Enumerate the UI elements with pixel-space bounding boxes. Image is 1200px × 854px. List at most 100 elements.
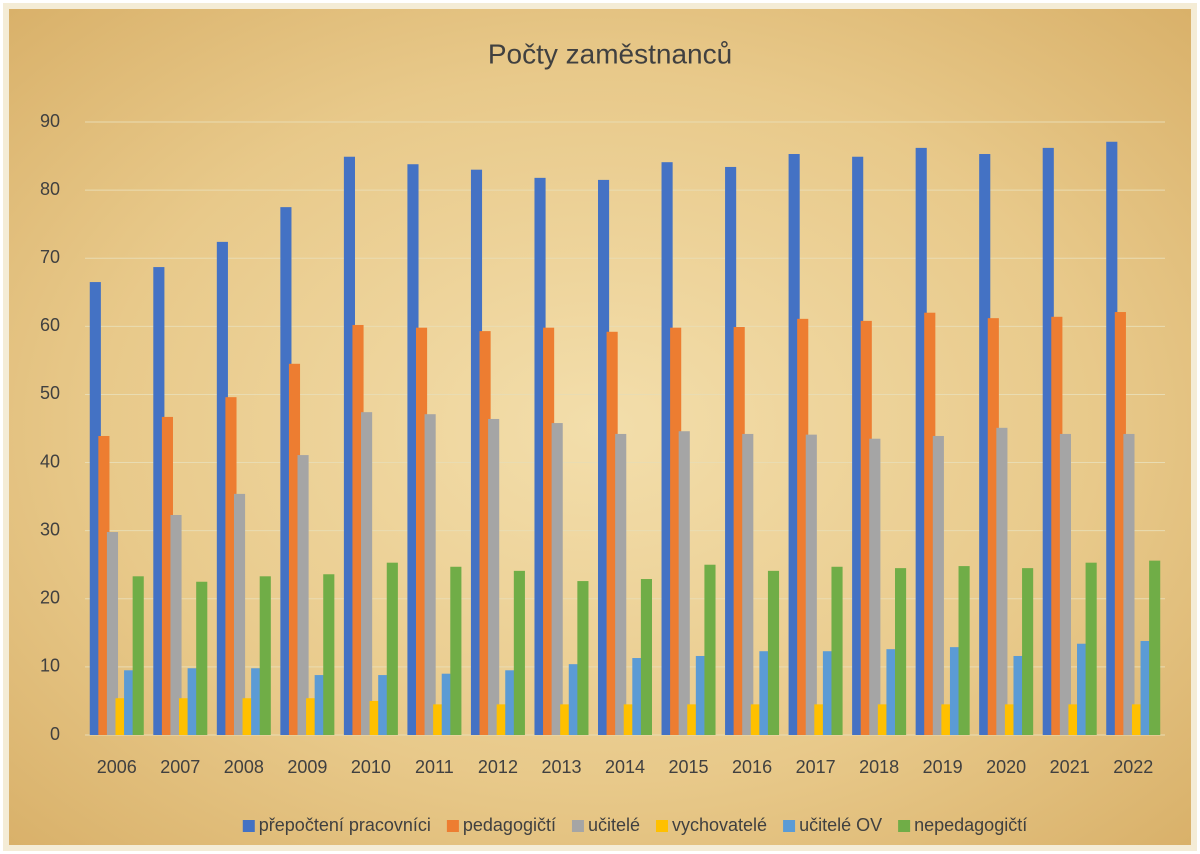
bar: [124, 670, 136, 735]
x-tick-label: 2009: [287, 757, 327, 777]
bar: [1140, 641, 1152, 735]
bar: [479, 331, 491, 735]
y-tick-label: 70: [40, 247, 60, 267]
bar: [259, 576, 271, 735]
bar: [1131, 704, 1144, 735]
bar: [196, 581, 208, 735]
legend-swatch: [898, 820, 911, 832]
legend-swatch: [242, 820, 255, 832]
bar: [996, 427, 1008, 735]
legend-label: vychovatelé: [672, 815, 767, 835]
bar: [132, 576, 144, 735]
bar: [314, 675, 326, 735]
legend-swatch: [571, 820, 584, 832]
y-tick-label: 60: [40, 315, 60, 335]
x-tick-label: 2014: [605, 757, 645, 777]
bar: [661, 162, 673, 736]
bar: [895, 568, 907, 735]
bar: [115, 698, 127, 735]
bar: [513, 570, 525, 735]
bar: [488, 418, 500, 735]
bar: [742, 433, 754, 735]
bar: [343, 156, 355, 735]
bar: [560, 704, 572, 735]
bar: [161, 416, 173, 735]
legend-label: učitelé: [588, 815, 640, 835]
bar: [1013, 655, 1025, 735]
bar: [1004, 704, 1017, 735]
bar: [551, 423, 563, 735]
bar: [831, 566, 843, 735]
bar: [886, 649, 898, 735]
bar: [788, 154, 800, 736]
bar: [1123, 433, 1135, 735]
bar: [632, 658, 644, 735]
bar: [170, 515, 182, 735]
bar: [725, 166, 737, 735]
bar: [932, 435, 944, 735]
bar: [378, 675, 390, 735]
legend-label: nepedagogičtí: [914, 815, 1027, 835]
legend-swatch: [783, 820, 796, 832]
bar: [187, 668, 199, 735]
bar: [1059, 433, 1071, 735]
bar: [640, 579, 652, 735]
bar: [233, 493, 246, 735]
bar: [216, 241, 228, 735]
y-tick-label: 50: [40, 383, 60, 403]
bar: [958, 566, 970, 735]
y-tick-label: 40: [40, 451, 60, 471]
bar: [687, 704, 699, 735]
x-tick-label: 2018: [859, 757, 899, 777]
legend-swatch: [446, 820, 459, 832]
bar: [598, 179, 610, 736]
bar: [225, 397, 237, 735]
bar: [534, 177, 546, 736]
legend-swatch: [656, 820, 668, 832]
bar: [1042, 147, 1054, 736]
bar: [615, 433, 627, 735]
bar: [251, 668, 263, 735]
bar: [852, 156, 864, 735]
bar: [623, 704, 635, 735]
bar: [924, 312, 936, 735]
bar: [678, 431, 690, 735]
bar: [750, 704, 762, 735]
bar: [695, 655, 707, 735]
x-tick-label: 2006: [97, 757, 137, 777]
bar: [877, 704, 889, 735]
bar: [1114, 312, 1126, 735]
bar: [1106, 141, 1118, 736]
y-tick-label: 80: [40, 179, 60, 199]
bar: [415, 327, 428, 735]
bar: [153, 267, 165, 735]
bar: [869, 438, 881, 735]
bar: [424, 414, 436, 735]
bar: [179, 698, 191, 735]
bar: [1051, 316, 1063, 735]
legend-label: učitelé OV: [799, 815, 882, 835]
x-tick-label: 2012: [478, 757, 518, 777]
bar: [352, 324, 364, 735]
x-tick-label: 2019: [923, 757, 963, 777]
bar: [987, 318, 999, 735]
bar: [297, 455, 309, 735]
bar: [797, 318, 809, 735]
bar: [106, 532, 119, 735]
bar: [915, 147, 927, 736]
bar: [1077, 643, 1089, 735]
bar: [949, 647, 962, 735]
bar: [407, 164, 419, 735]
bar: [941, 704, 953, 735]
x-tick-label: 2011: [415, 757, 454, 777]
bar: [433, 704, 445, 735]
bar: [1149, 560, 1161, 735]
bar: [496, 704, 508, 735]
bar: [505, 670, 517, 735]
x-tick-label: 2021: [1050, 757, 1090, 777]
bar: [361, 412, 373, 735]
x-tick-label: 2015: [669, 757, 709, 777]
bar: [288, 363, 301, 735]
y-tick-label: 90: [40, 111, 60, 131]
